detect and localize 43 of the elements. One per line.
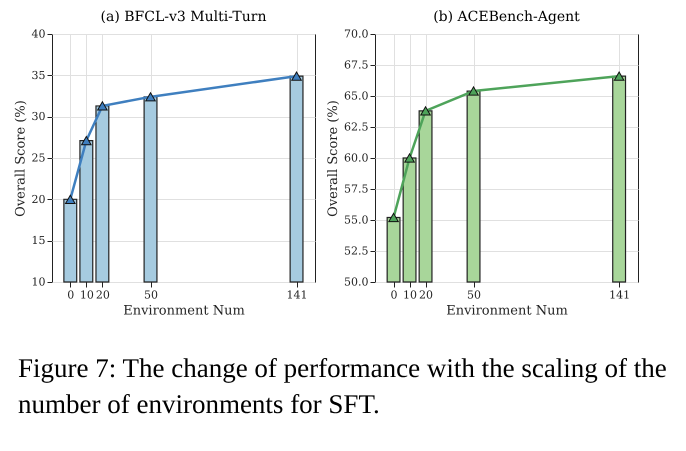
y-tick-label: 52.5 — [344, 244, 368, 258]
x-tick-label: 10 — [80, 288, 94, 302]
x-tick-label: 20 — [419, 288, 434, 302]
y-tick-label: 40 — [32, 28, 46, 40]
x-tick-label: 20 — [96, 288, 110, 302]
caption: Figure 7: The change of performance with the scaling of the number of environments for SFT. — [18, 352, 668, 421]
y-tick-label: 65.0 — [344, 90, 368, 102]
y-tick-label: 35 — [32, 68, 46, 82]
y-tick-label: 25 — [32, 152, 46, 164]
y-tick-label: 55.0 — [344, 214, 368, 226]
y-axis-title: Overall Score (%) — [326, 100, 342, 217]
x-tick-label: 10 — [403, 288, 418, 302]
point — [291, 72, 302, 81]
x-tick-label: 50 — [467, 288, 482, 302]
y-tick-label: 70.0 — [344, 28, 368, 40]
point — [404, 153, 415, 163]
point — [468, 86, 479, 96]
x-axis-title: Environment Num — [446, 304, 568, 318]
point — [97, 101, 108, 111]
x-axis-title: Environment Num — [123, 304, 245, 318]
point — [65, 194, 76, 204]
x-tick-label: 141 — [609, 288, 630, 302]
y-tick-label: 20 — [32, 192, 46, 206]
chart-title: (a) BFCL-v3 Multi-Turn — [100, 9, 266, 25]
y-tick-label: 15 — [32, 234, 46, 248]
point — [145, 92, 156, 102]
point — [614, 72, 624, 81]
y-tick-label: 60.0 — [344, 152, 368, 164]
point — [388, 212, 399, 222]
point — [81, 136, 92, 146]
y-tick-label: 30 — [32, 110, 46, 124]
x-tick-label: 0 — [390, 288, 398, 302]
y-tick-label: 10 — [32, 276, 46, 288]
x-tick-label: 50 — [144, 288, 158, 302]
y-tick-label: 50.0 — [344, 276, 368, 288]
y-tick-label: 62.5 — [344, 120, 368, 134]
y-tick-label: 57.5 — [344, 182, 368, 196]
x-tick-label: 141 — [286, 288, 308, 302]
point — [420, 106, 431, 116]
x-tick-label: 0 — [67, 288, 74, 302]
chart-title: (b) ACEBench-Agent — [433, 9, 580, 25]
y-axis-title: Overall Score (%) — [14, 100, 29, 217]
y-tick-label: 67.5 — [344, 58, 368, 72]
